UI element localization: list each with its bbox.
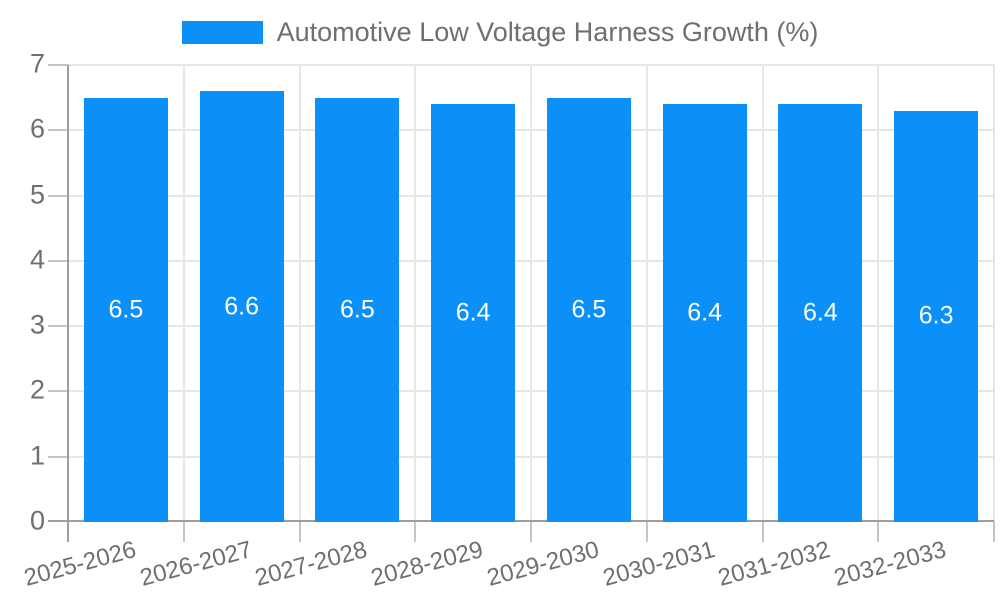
- y-axis-tick: [48, 455, 68, 458]
- y-tick-label: 4: [29, 244, 45, 275]
- x-tick-label: 2031-2032: [715, 536, 834, 592]
- x-tick-label: 2025-2026: [21, 536, 139, 592]
- bar: [431, 104, 516, 522]
- y-tick-label: 5: [29, 178, 45, 209]
- bar: [315, 97, 400, 522]
- gridline-vertical: [645, 65, 648, 522]
- x-tick-label: 2027-2028: [252, 536, 371, 592]
- y-tick-label: 6: [29, 113, 45, 144]
- bar-value-label: 6.5: [571, 295, 607, 324]
- y-axis-tick: [48, 64, 68, 66]
- x-axis-tick: [298, 522, 301, 542]
- x-tick-label: 2030-2031: [599, 536, 718, 592]
- x-tick-label: 2032-2033: [831, 536, 950, 592]
- gridline-vertical: [993, 65, 995, 522]
- plot-area: 0 1 2 3 4 5 6 7 6.5 2025-2026 6.6 2026-2027 6.5 2027-…: [21, 48, 995, 592]
- x-axis-tick: [993, 522, 995, 542]
- gridline-vertical: [530, 65, 532, 522]
- bar: [546, 97, 631, 522]
- x-axis-tick: [182, 522, 185, 542]
- y-axis-tick: [48, 325, 68, 328]
- y-tick-label: 2: [29, 374, 45, 405]
- bar: [662, 104, 747, 522]
- y-tick-label: 1: [29, 439, 45, 470]
- bar-value-label: 6.5: [108, 295, 144, 324]
- x-tick-label: 2029-2030: [484, 536, 602, 592]
- bar-value-label: 6.6: [224, 292, 260, 321]
- bar: [894, 110, 979, 522]
- y-axis-tick: [48, 390, 68, 393]
- y-axis-tick: [48, 194, 68, 197]
- y-axis-tick: [48, 129, 68, 132]
- x-axis-tick: [761, 522, 764, 542]
- y-tick-label: 7: [29, 48, 45, 79]
- bar-value-label: 6.4: [802, 298, 838, 327]
- bar-value-label: 6.5: [339, 295, 375, 324]
- y-axis-tick: [48, 259, 68, 262]
- y-axis-line: [67, 65, 69, 542]
- y-tick-label: 3: [29, 309, 45, 340]
- legend-label: Automotive Low Voltage Harness Growth (%…: [276, 17, 819, 47]
- bar-value-label: 6.3: [918, 301, 954, 330]
- x-axis-tick: [877, 522, 880, 542]
- bar: [778, 104, 863, 522]
- bar-value-label: 6.4: [687, 298, 723, 327]
- legend-swatch: [181, 21, 263, 45]
- legend[interactable]: Automotive Low Voltage Harness Growth (%…: [0, 17, 1000, 48]
- x-tick-label: 2026-2027: [136, 536, 255, 592]
- gridline-vertical: [877, 65, 880, 522]
- x-axis-tick: [414, 522, 417, 542]
- x-tick-label: 2028-2029: [368, 536, 487, 592]
- gridline-vertical: [414, 65, 417, 522]
- x-axis-tick: [530, 522, 532, 542]
- gridline-vertical: [761, 65, 764, 522]
- x-axis-tick: [645, 522, 648, 542]
- y-tick-label: 0: [29, 505, 45, 536]
- gridline-vertical: [182, 65, 185, 522]
- bar-value-label: 6.4: [455, 298, 491, 327]
- gridline-vertical: [298, 65, 301, 522]
- x-axis-line: [48, 520, 994, 522]
- bar: [199, 91, 284, 522]
- bar: [83, 97, 168, 522]
